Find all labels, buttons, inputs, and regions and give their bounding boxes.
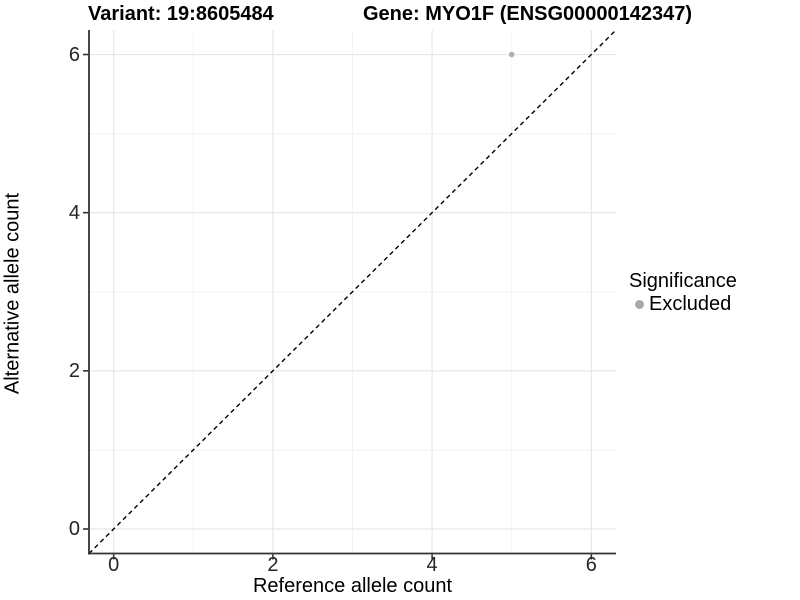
y-tick-label: 0 — [68, 517, 80, 540]
legend-title: Significance — [629, 270, 737, 292]
x-tick-label: 4 — [426, 554, 438, 576]
y-tick-label: 4 — [68, 201, 80, 224]
y-tick-label: 2 — [68, 359, 80, 382]
x-tick-label: 0 — [108, 554, 120, 576]
x-tick-label: 6 — [585, 554, 597, 576]
legend-item-label: Excluded — [649, 293, 732, 315]
legend: Significance Excluded — [629, 270, 737, 315]
data-point — [508, 51, 515, 58]
y-axis-title: Alternative allele count — [1, 192, 24, 395]
excluded-point-icon — [635, 299, 644, 309]
identity-reference-line — [88, 29, 617, 554]
x-axis-title: Reference allele count — [252, 575, 452, 597]
variant-title: Variant: 19:8605484 — [88, 3, 274, 25]
gene-title: Gene: MYO1F (ENSG00000142347) — [363, 3, 693, 25]
legend-item-excluded: Excluded — [629, 294, 737, 314]
y-tick-label: 6 — [68, 43, 80, 66]
x-tick-label: 2 — [267, 554, 279, 576]
